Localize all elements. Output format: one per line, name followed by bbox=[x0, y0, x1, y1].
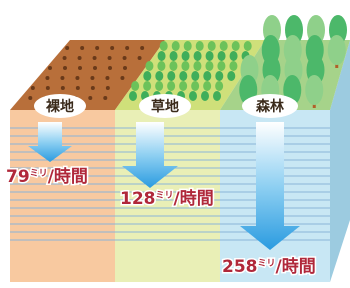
grass-tuft bbox=[229, 61, 237, 71]
rate-unit: ミリ bbox=[30, 168, 48, 179]
grass-tuft bbox=[191, 71, 199, 81]
grass-tuft bbox=[160, 41, 168, 51]
soil-dot bbox=[61, 86, 65, 90]
grass-tuft bbox=[217, 61, 225, 71]
rate-unit: ミリ bbox=[258, 258, 276, 269]
grass-tuft bbox=[181, 61, 189, 71]
grass-tuft bbox=[213, 91, 221, 101]
grass-tuft bbox=[232, 41, 240, 51]
grass-tuft bbox=[218, 51, 226, 61]
soil-dot bbox=[76, 86, 80, 90]
rate-value: 128 bbox=[120, 189, 156, 209]
grass-tuft bbox=[129, 91, 137, 101]
soil-dot bbox=[90, 76, 94, 80]
soil-dot bbox=[65, 46, 69, 50]
rate-per: /時間 bbox=[174, 188, 214, 209]
grass-tuft bbox=[191, 81, 199, 91]
grass-tuft bbox=[227, 71, 235, 81]
grass-tuft bbox=[172, 41, 180, 51]
soil-dot bbox=[88, 96, 92, 100]
grass-tuft bbox=[208, 41, 216, 51]
rate-text: 79ミリ/時間 bbox=[6, 166, 88, 187]
soil-dot bbox=[60, 76, 64, 80]
grass-tuft bbox=[184, 41, 192, 51]
grass-tuft bbox=[157, 61, 165, 71]
page: {"panels": [ {"label": "裸地", "value": "7… bbox=[0, 0, 350, 288]
grass-tuft bbox=[244, 41, 252, 51]
grass-tuft bbox=[230, 51, 238, 61]
rate-unit: ミリ bbox=[156, 190, 174, 201]
grass-tuft bbox=[215, 71, 223, 81]
soil-dot bbox=[125, 46, 129, 50]
grass-tuft bbox=[206, 51, 214, 61]
soil-dot bbox=[138, 56, 142, 60]
soil-dot bbox=[31, 86, 35, 90]
tree-crown bbox=[328, 35, 346, 65]
rate-per: /時間 bbox=[276, 256, 316, 277]
grass-tuft bbox=[143, 81, 151, 91]
grass-tuft bbox=[169, 61, 177, 71]
grass-tuft bbox=[201, 91, 209, 101]
grass-tuft bbox=[203, 81, 211, 91]
grass-tuft bbox=[155, 71, 163, 81]
rate-per: /時間 bbox=[48, 166, 88, 187]
grass-tuft bbox=[215, 81, 223, 91]
grass-tuft bbox=[170, 51, 178, 61]
grass-tuft bbox=[205, 61, 213, 71]
soil-dot bbox=[78, 56, 82, 60]
grass-tuft bbox=[189, 91, 197, 101]
tree-crown bbox=[305, 75, 323, 105]
soil-dot bbox=[28, 96, 32, 100]
soil-dot bbox=[105, 76, 109, 80]
soil-dot bbox=[63, 66, 67, 70]
grass-tuft bbox=[203, 71, 211, 81]
grass-tuft bbox=[155, 81, 163, 91]
soil-dot bbox=[106, 86, 110, 90]
soil-dot bbox=[103, 96, 107, 100]
grass-tuft bbox=[193, 61, 201, 71]
soil-dot bbox=[91, 86, 95, 90]
soil-dot bbox=[45, 76, 49, 80]
grass-tuft bbox=[143, 71, 151, 81]
soil-dot bbox=[95, 46, 99, 50]
rate-value: 79 bbox=[6, 167, 30, 187]
grass-tuft bbox=[182, 51, 190, 61]
grass-tuft bbox=[145, 61, 153, 71]
soil-dot bbox=[75, 76, 79, 80]
rate-value: 258 bbox=[222, 257, 258, 277]
soil-dot bbox=[110, 46, 114, 50]
grass-tuft bbox=[131, 81, 139, 91]
land-label: 草地 bbox=[151, 98, 179, 115]
soil-dot bbox=[48, 66, 52, 70]
soil-dot bbox=[108, 66, 112, 70]
infiltration-diagram: 裸地 草地 森林 79ミリ/時間 128ミリ/時間 258ミリ/時間 bbox=[0, 0, 350, 288]
soil-dot bbox=[63, 56, 67, 60]
soil-dot bbox=[120, 76, 124, 80]
soil-dot bbox=[46, 86, 50, 90]
grass-tuft bbox=[179, 81, 187, 91]
grass-tuft bbox=[179, 71, 187, 81]
grass-tuft bbox=[167, 81, 175, 91]
soil-dot bbox=[123, 56, 127, 60]
grass-tuft bbox=[196, 41, 204, 51]
grass-tuft bbox=[167, 71, 175, 81]
grass-tuft bbox=[220, 41, 228, 51]
soil-dot bbox=[78, 66, 82, 70]
land-label: 裸地 bbox=[45, 98, 74, 115]
land-label: 森林 bbox=[256, 98, 284, 115]
soil-dot bbox=[140, 46, 144, 50]
grass-tuft bbox=[158, 51, 166, 61]
soil-dot bbox=[93, 56, 97, 60]
soil-dot bbox=[123, 66, 127, 70]
soil-dot bbox=[80, 46, 84, 50]
grass-tuft bbox=[194, 51, 202, 61]
soil-dot bbox=[93, 66, 97, 70]
soil-dot bbox=[108, 56, 112, 60]
